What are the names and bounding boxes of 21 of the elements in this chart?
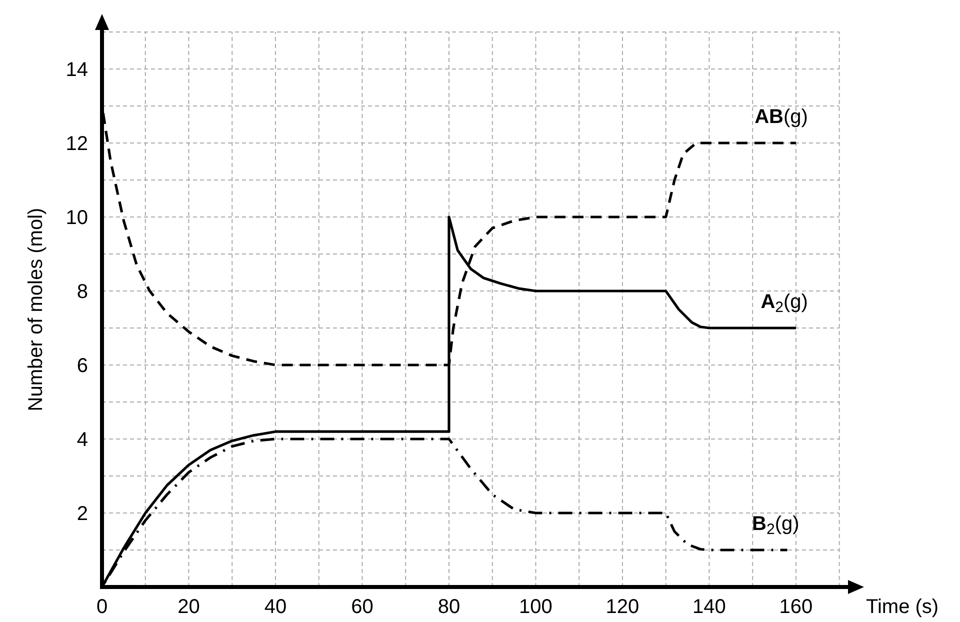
y-tick-label: 4 <box>76 429 88 451</box>
y-tick-label: 14 <box>66 59 88 81</box>
x-tick-label: 0 <box>96 596 108 618</box>
y-tick-label: 6 <box>76 355 88 377</box>
x-tick-label: 60 <box>351 596 374 618</box>
y-axis-title: Number of moles (mol) <box>25 208 47 412</box>
y-tick-label: 2 <box>76 503 88 525</box>
x-tick-label: 120 <box>606 596 640 618</box>
x-axis-title: Time (s) <box>866 596 939 618</box>
x-tick-label: 160 <box>779 596 813 618</box>
series-label: B$_{2}$(g) <box>752 513 800 538</box>
series-label: A$_{2}$(g) <box>760 291 808 316</box>
x-tick-label: 140 <box>692 596 726 618</box>
series-label: AB(g) <box>754 106 808 128</box>
y-tick-label: 10 <box>66 207 88 229</box>
x-tick-label: 20 <box>178 596 200 618</box>
y-tick-label: 8 <box>76 281 88 303</box>
y-tick-label: 12 <box>66 133 88 155</box>
x-tick-label: 80 <box>438 596 460 618</box>
x-tick-label: 40 <box>264 596 287 618</box>
x-tick-label: 100 <box>519 596 552 618</box>
